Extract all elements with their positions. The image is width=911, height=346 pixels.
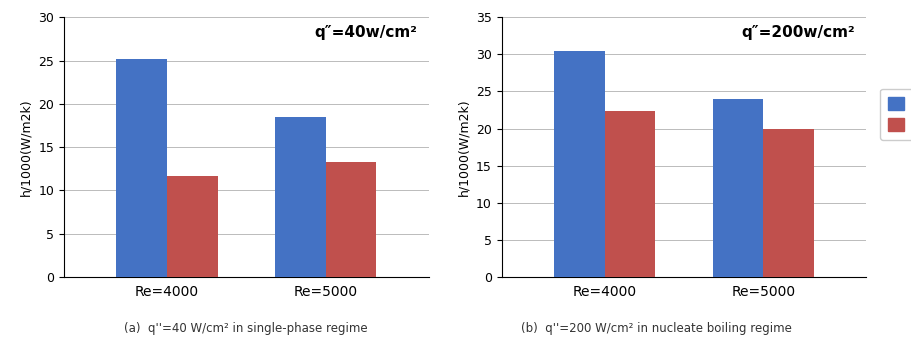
- Bar: [763, 128, 814, 277]
- Bar: [274, 117, 325, 277]
- Text: (b)  q''=200 W/cm² in nucleate boiling regime: (b) q''=200 W/cm² in nucleate boiling re…: [520, 322, 792, 335]
- Bar: [553, 51, 604, 277]
- Bar: [604, 111, 655, 277]
- Bar: [325, 162, 376, 277]
- Bar: [116, 59, 167, 277]
- Text: q″=40w/cm²: q″=40w/cm²: [314, 25, 417, 40]
- Y-axis label: h/1000(W/m2k): h/1000(W/m2k): [457, 98, 470, 196]
- Y-axis label: h/1000(W/m2k): h/1000(W/m2k): [20, 98, 33, 196]
- Legend: Rib1, Rib3: Rib1, Rib3: [879, 89, 911, 140]
- Bar: [711, 99, 763, 277]
- Text: q″=200w/cm²: q″=200w/cm²: [741, 25, 855, 40]
- Text: (a)  q''=40 W/cm² in single-phase regime: (a) q''=40 W/cm² in single-phase regime: [124, 322, 368, 335]
- Bar: [167, 176, 218, 277]
